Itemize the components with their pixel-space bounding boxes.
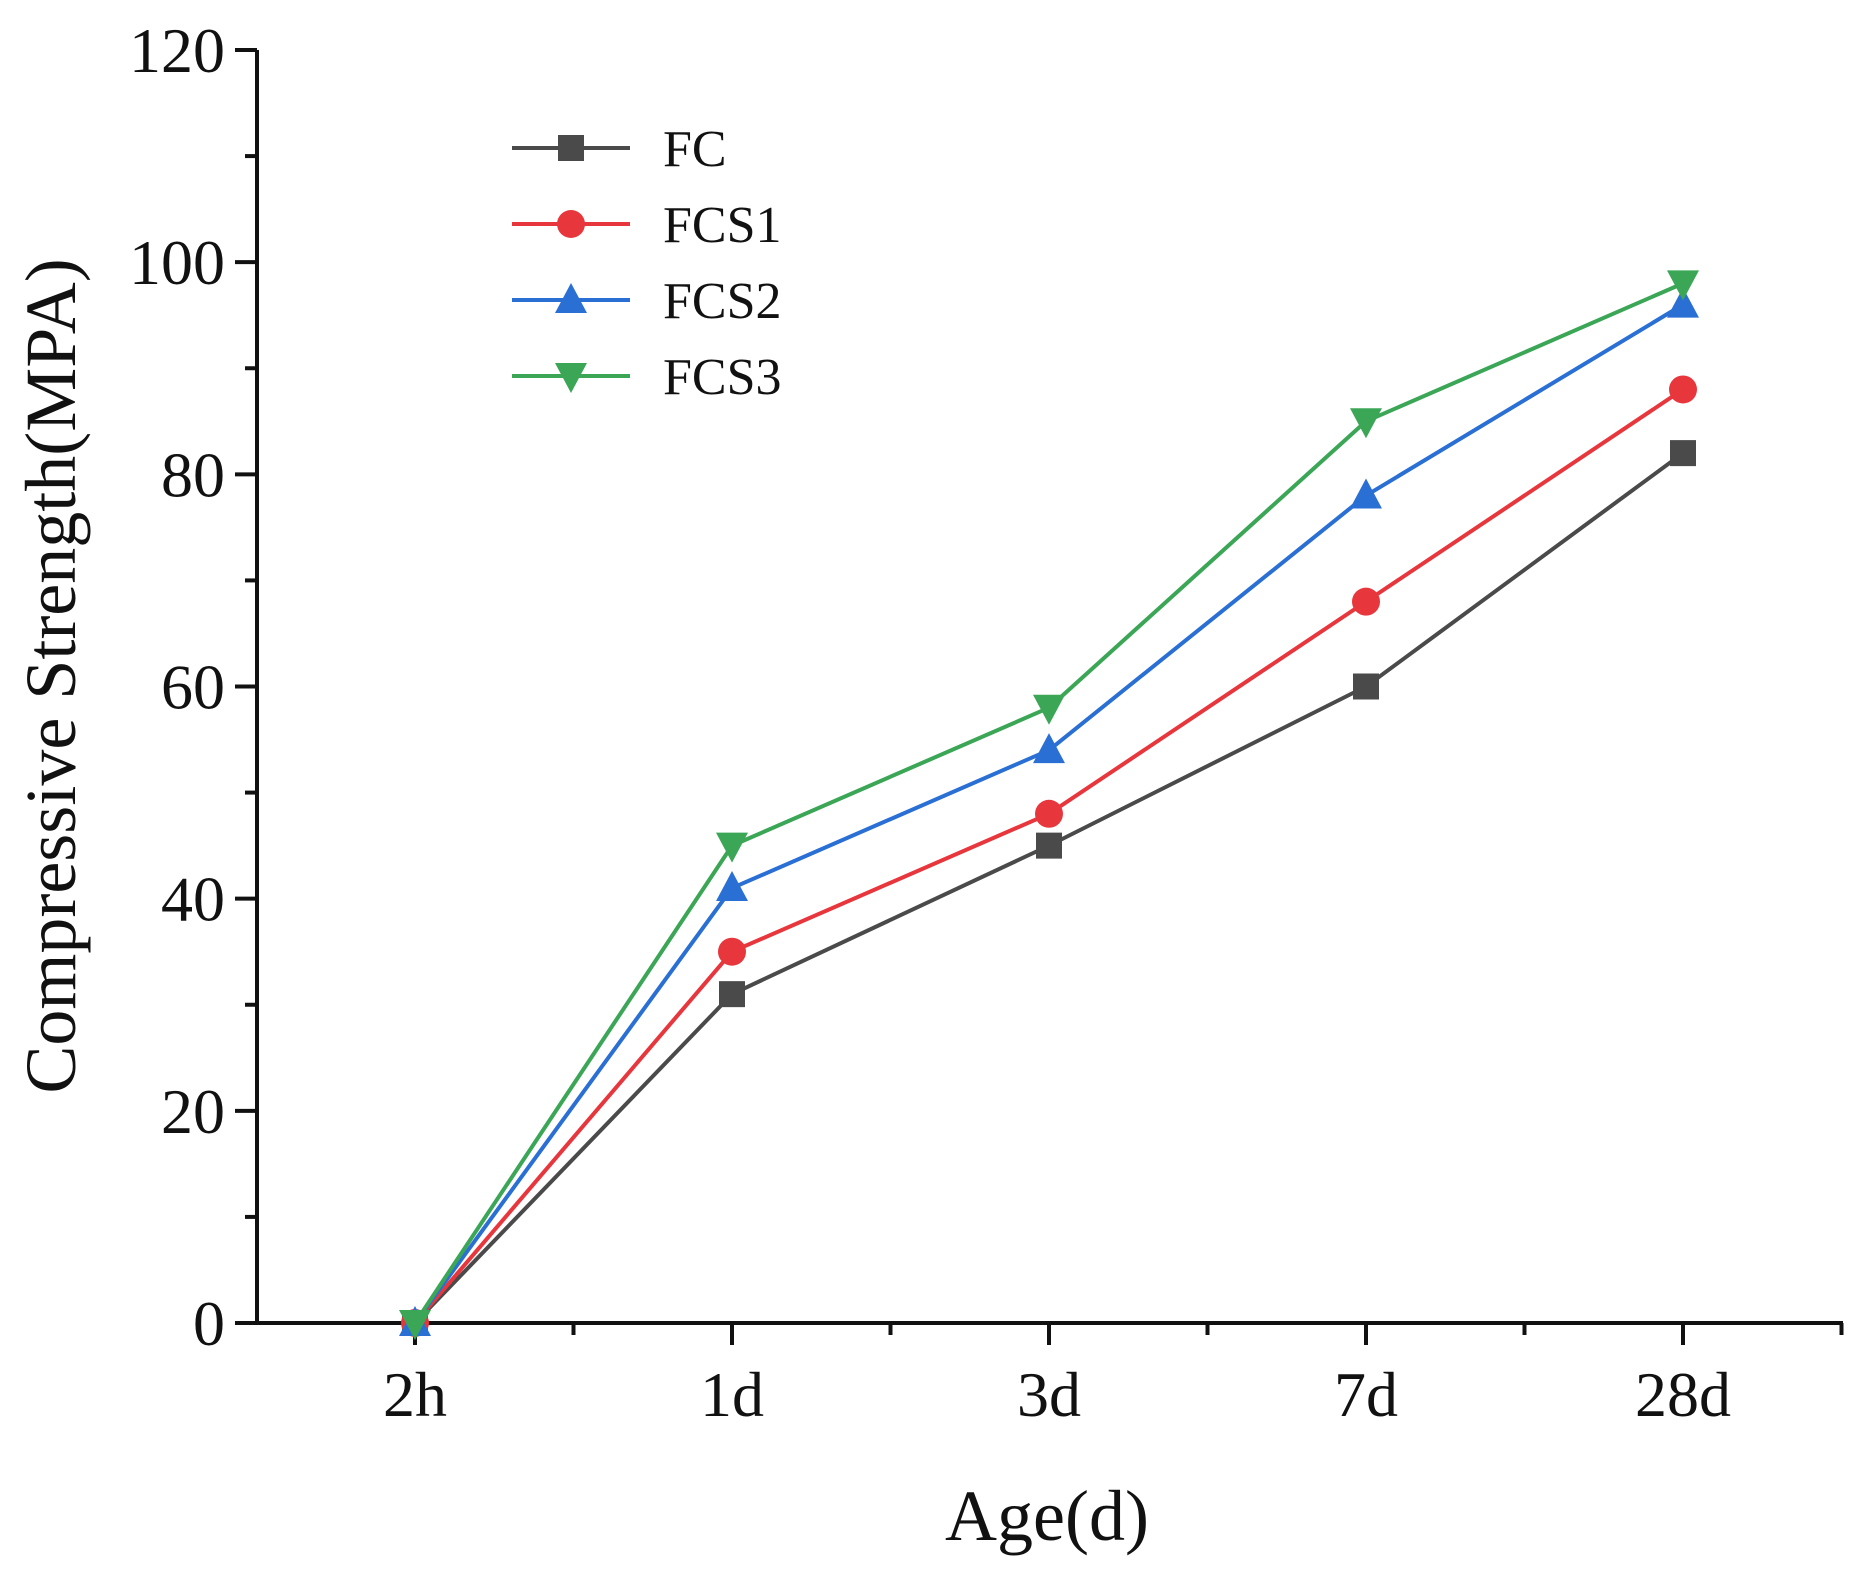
axes: 0 20 40 60 80 100 120 2h 1d 3d 7d 28d <box>129 15 1844 1430</box>
data-point-FC-7d <box>1353 673 1379 700</box>
legend-entry-FC: FC <box>512 121 727 178</box>
x-tick-label-2h: 2h <box>383 1359 447 1430</box>
legend-label-FCS3: FCS3 <box>663 349 782 406</box>
legend-entry-FCS3: FCS3 <box>512 349 782 406</box>
legend-entry-FCS2: FCS2 <box>512 273 782 330</box>
data-point-FCS3-1d <box>716 832 748 863</box>
y-tick-label: 120 <box>129 15 225 86</box>
data-point-FCS2-3d <box>1033 733 1065 764</box>
y-tick-label: 100 <box>129 227 225 298</box>
y-axis-title: Compressive Strength(MPA) <box>11 258 91 1093</box>
series-line-FC <box>413 451 1685 1325</box>
legend-entry-FCS1: FCS1 <box>512 197 782 254</box>
legend-marker-FCS1 <box>557 210 585 238</box>
series-layer <box>399 270 1699 1340</box>
legend: FC FCS1 FCS2 FCS3 <box>512 121 782 406</box>
legend-marker-FCS3 <box>555 363 587 393</box>
legend-label-FC: FC <box>663 121 727 178</box>
data-point-FCS1-1d <box>718 937 746 966</box>
y-tick-label: 80 <box>161 439 225 510</box>
data-point-FC-28d <box>1670 440 1696 467</box>
data-point-FC-1d <box>719 981 745 1008</box>
legend-label-FCS2: FCS2 <box>663 273 782 330</box>
data-point-FCS1-3d <box>1035 799 1063 828</box>
x-tick-label-3d: 3d <box>1017 1359 1081 1430</box>
y-tick-label: 20 <box>161 1076 225 1147</box>
legend-marker-FCS2 <box>555 283 587 313</box>
data-point-FCS3-2h <box>399 1310 431 1340</box>
data-point-FCS1-28d <box>1669 375 1697 404</box>
data-point-FCS3-3d <box>1033 694 1065 725</box>
data-point-FCS2-28d <box>1667 287 1699 318</box>
series-FCS2 <box>399 287 1699 1336</box>
x-tick-label-1d: 1d <box>700 1359 764 1430</box>
x-tick-label-7d: 7d <box>1334 1359 1398 1430</box>
series-FCS3 <box>399 270 1699 1340</box>
series-FC <box>402 440 1696 1336</box>
data-point-FCS3-28d <box>1667 270 1699 301</box>
legend-marker-FC <box>558 135 584 161</box>
x-axis-title: Age(d) <box>945 1476 1149 1556</box>
y-tick-label: 40 <box>161 864 225 935</box>
legend-label-FCS1: FCS1 <box>663 197 782 254</box>
data-point-FCS2-1d <box>716 871 748 902</box>
x-tick-label-28d: 28d <box>1635 1359 1731 1430</box>
data-point-FC-3d <box>1036 832 1062 859</box>
data-point-FCS3-7d <box>1350 408 1382 439</box>
y-tick-label: 0 <box>193 1288 225 1359</box>
y-tick-label: 60 <box>161 652 225 723</box>
data-point-FCS2-7d <box>1350 478 1382 509</box>
data-point-FCS1-7d <box>1352 587 1380 616</box>
